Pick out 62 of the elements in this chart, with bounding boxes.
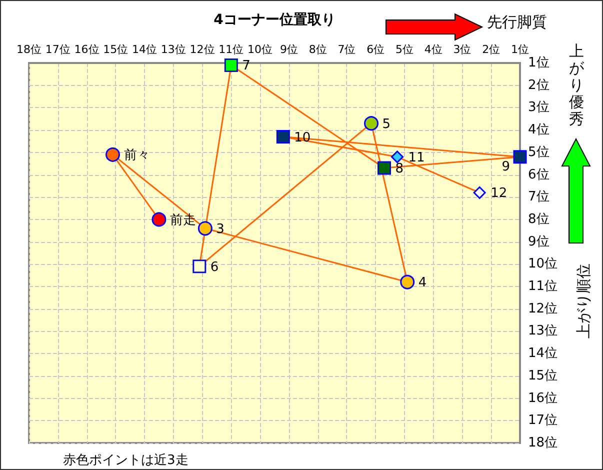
x-tick-label: 7位 xyxy=(338,43,356,56)
point xyxy=(391,150,404,164)
x-tick-label: 8位 xyxy=(308,43,327,56)
annotation: 6 xyxy=(210,260,219,275)
y-tick-label: 11位 xyxy=(528,279,558,294)
x-tick-label: 3位 xyxy=(453,43,472,56)
x-tick-label: 14位 xyxy=(132,43,158,56)
point xyxy=(473,186,486,199)
y-tick-label: 16位 xyxy=(528,390,558,406)
y-tick-label: 3位 xyxy=(528,100,550,116)
x-tick-label: 6位 xyxy=(366,43,385,56)
y-tick-label: 12位 xyxy=(528,301,558,316)
y-tick-label: 18位 xyxy=(528,436,558,450)
point xyxy=(106,147,120,162)
point xyxy=(400,274,415,290)
y-axis-title: 上がり順位 xyxy=(574,264,594,338)
annotation: 11 xyxy=(408,150,425,166)
text: 上がり優秀 xyxy=(569,42,584,128)
x-tick-label: 5位 xyxy=(395,43,414,56)
x-tick-label: 18位 xyxy=(16,43,42,56)
x-tick-label: 10位 xyxy=(248,43,273,56)
point xyxy=(192,260,206,274)
y-tick-label: 13位 xyxy=(528,324,558,339)
x-tick-label: 16位 xyxy=(74,43,100,56)
point xyxy=(224,58,238,72)
annotation: 7 xyxy=(242,58,250,74)
text: 赤色ポイントは近3走 xyxy=(63,452,188,469)
x-tick-label: 12位 xyxy=(190,43,215,56)
annotation: 12 xyxy=(490,186,508,202)
y-tick-label: 1位 xyxy=(528,56,550,70)
point xyxy=(378,161,392,175)
x-tick-label: 9位 xyxy=(280,43,298,56)
x-axis-title: 4コーナー位置取り xyxy=(214,12,336,28)
annotation: 5 xyxy=(382,116,391,132)
text: 先行脚質 xyxy=(487,13,547,32)
annotation: 9 xyxy=(502,159,510,174)
y-tick-label: 2位 xyxy=(528,78,550,93)
x-tick-label: 15位 xyxy=(103,43,128,56)
y-tick-label: 4位 xyxy=(528,122,550,138)
y-tick-label: 8位 xyxy=(528,212,550,227)
point xyxy=(198,221,212,236)
annotation: 4 xyxy=(418,276,427,291)
annotation: 前々 xyxy=(124,148,150,164)
point xyxy=(364,116,379,131)
x-tick-label: 4位 xyxy=(424,43,442,56)
y-tick-label: 6位 xyxy=(528,167,550,182)
x-tick-label: 1位 xyxy=(511,43,529,56)
x-tick-label: 13位 xyxy=(160,43,186,56)
x-tick-label: 17位 xyxy=(45,43,70,56)
point xyxy=(276,130,290,144)
y-tick-label: 15位 xyxy=(528,368,558,384)
y-tick-label: 14位 xyxy=(528,346,558,362)
x-tick-label: 2位 xyxy=(482,43,500,56)
y-tick-label: 10位 xyxy=(528,256,558,272)
y-tick-label: 9位 xyxy=(528,234,550,250)
y-tick-label: 17位 xyxy=(528,413,558,428)
y-tick-label: 7位 xyxy=(528,190,550,205)
y-tick-label: 5位 xyxy=(528,144,550,160)
point xyxy=(152,212,166,227)
annotation: 前走 xyxy=(170,212,196,228)
x-tick-label: 11位 xyxy=(218,43,244,56)
point xyxy=(513,150,527,164)
